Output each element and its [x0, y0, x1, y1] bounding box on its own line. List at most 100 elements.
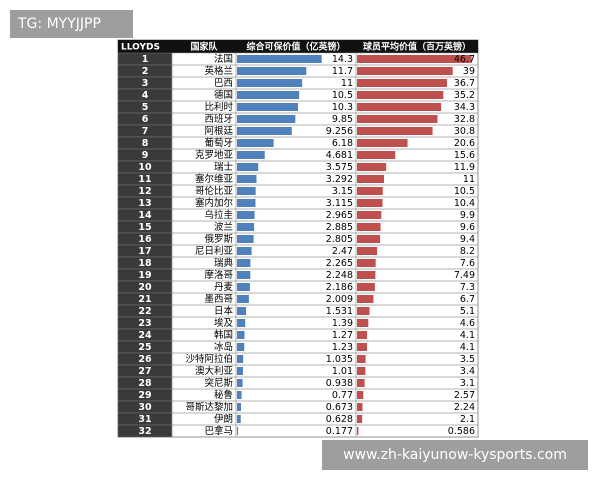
header-cell: 综合可保价值（亿英镑）	[246, 41, 345, 53]
watermark-text: TG: MYYJJPP	[17, 16, 101, 32]
value-label: 2.47	[332, 246, 353, 257]
avg-label: 35.2	[454, 90, 475, 101]
avg-label: 4.6	[460, 318, 475, 329]
value-bar	[237, 379, 243, 387]
rank: 6	[142, 114, 149, 125]
value-label: 1.27	[332, 330, 353, 341]
rank: 16	[138, 234, 152, 245]
rank: 8	[142, 138, 149, 149]
country: 德国	[214, 89, 233, 101]
avg-bar	[357, 295, 374, 303]
avg-label: 11	[463, 174, 475, 185]
value-label: 0.673	[326, 402, 353, 413]
country: 哥伦比亚	[195, 185, 234, 197]
value-bar	[237, 67, 307, 75]
value-label: 3.575	[326, 162, 353, 173]
value-bar	[237, 115, 296, 123]
value-label: 0.628	[326, 414, 353, 425]
country: 阿根廷	[204, 125, 233, 137]
cell	[355, 424, 479, 438]
value-bar	[237, 427, 239, 435]
avg-label: 3.4	[460, 366, 475, 377]
avg-label: 7.3	[460, 282, 475, 293]
avg-label: 10.5	[454, 186, 475, 197]
header-cell: LLOYDS	[121, 43, 160, 53]
avg-label: 8.2	[460, 246, 475, 257]
country: 埃及	[214, 317, 234, 329]
value-label: 11	[341, 78, 353, 89]
avg-bar	[357, 427, 359, 435]
header-cell: 球员平均价值（百万英镑）	[363, 41, 471, 53]
avg-label: 4.1	[460, 330, 475, 341]
country: 韩国	[214, 329, 233, 341]
country: 波兰	[214, 221, 233, 233]
avg-label: 2.57	[454, 390, 475, 401]
rank: 21	[138, 294, 151, 305]
header-cell: 国家队	[190, 41, 218, 53]
value-bar	[237, 187, 256, 195]
value-bar	[237, 103, 298, 111]
country: 塞内加尔	[195, 197, 234, 209]
country: 克罗地亚	[195, 149, 234, 161]
avg-label: 3.1	[460, 378, 475, 389]
avg-label: 32.8	[454, 114, 475, 125]
avg-bar	[357, 139, 408, 147]
country: 澳大利亚	[195, 365, 234, 377]
value-label: 3.292	[326, 174, 353, 185]
rank: 11	[138, 174, 151, 185]
rank: 15	[138, 222, 151, 233]
value-bar	[237, 415, 241, 423]
avg-label: 11.9	[454, 162, 475, 173]
rank: 9	[142, 150, 149, 161]
country: 墨西哥	[204, 294, 233, 305]
avg-bar	[357, 163, 387, 171]
avg-bar	[357, 187, 383, 195]
avg-bar	[357, 379, 365, 387]
country: 法国	[214, 53, 233, 65]
value-label: 10.3	[332, 102, 353, 113]
value-bar	[237, 331, 245, 339]
avg-bar	[357, 319, 369, 327]
value-label: 2.009	[326, 294, 353, 305]
value-bar	[237, 343, 245, 351]
value-label: 2.186	[326, 282, 353, 293]
value-label: 2.265	[326, 258, 353, 269]
value-bar	[237, 139, 274, 147]
value-bar	[237, 283, 250, 291]
value-bar	[237, 235, 254, 243]
avg-bar	[357, 91, 444, 99]
country: 突尼斯	[204, 377, 233, 389]
value-bar	[237, 247, 252, 255]
rank: 24	[138, 330, 152, 341]
value-bar	[237, 295, 249, 303]
avg-label: 15.6	[454, 150, 475, 161]
value-label: 3.15	[332, 186, 353, 197]
country: 伊朗	[214, 413, 233, 425]
value-bar	[237, 307, 247, 315]
avg-bar	[357, 343, 368, 351]
value-label: 1.01	[332, 366, 353, 377]
country: 比利时	[204, 101, 233, 113]
rank: 1	[142, 54, 149, 65]
value-bar	[237, 355, 244, 363]
avg-label: 7.49	[454, 270, 475, 281]
value-bar	[237, 55, 322, 63]
rank: 20	[138, 282, 152, 293]
value-label: 2.965	[326, 210, 353, 221]
value-bar	[237, 199, 256, 207]
avg-bar	[357, 127, 433, 135]
country: 瑞士	[214, 161, 234, 173]
avg-label: 46.7	[454, 54, 475, 65]
rank: 28	[138, 378, 152, 389]
value-label: 2.248	[326, 270, 353, 281]
value-label: 9.85	[332, 114, 353, 125]
value-bar	[237, 367, 243, 375]
value-bar	[237, 127, 292, 135]
watermark-text: www.zh-kaiyunow-kysports.com	[343, 447, 567, 463]
value-label: 3.115	[326, 198, 353, 209]
value-label: 0.77	[332, 390, 353, 401]
country: 冰岛	[214, 341, 233, 353]
avg-bar	[357, 391, 364, 399]
value-label: 1.39	[332, 318, 353, 329]
rank: 31	[138, 414, 151, 425]
